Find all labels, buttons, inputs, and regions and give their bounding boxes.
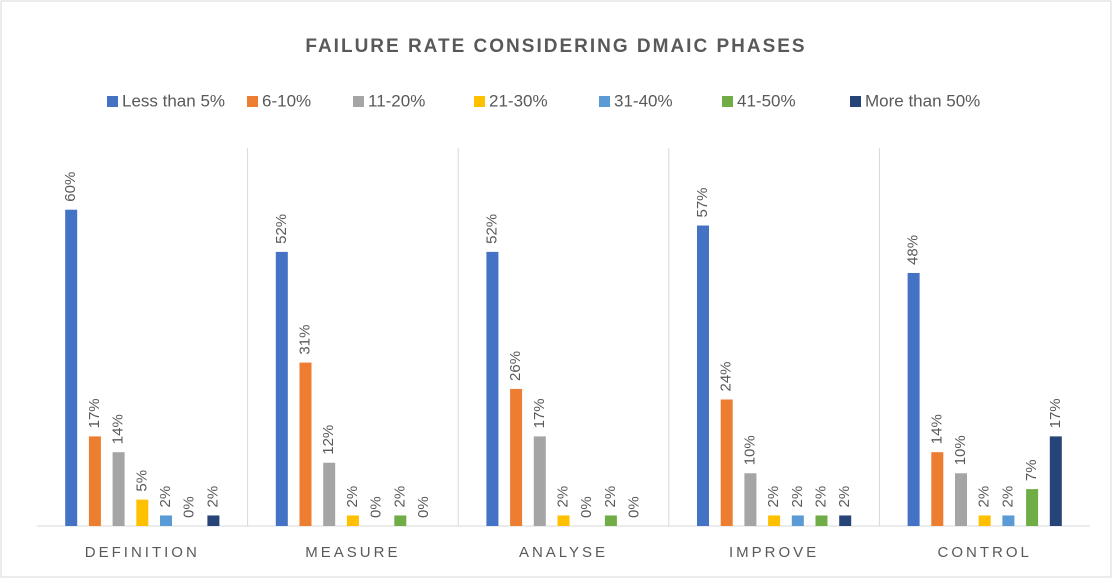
data-label: 2% [765,486,782,508]
bar [533,436,546,526]
bar [486,251,499,526]
data-label: 0% [626,496,643,518]
legend-swatch [353,96,364,107]
legend-label: 11-20% [368,91,425,110]
data-label: 14% [110,414,127,444]
data-label: 2% [602,486,619,508]
bar [604,515,617,526]
data-label: 5% [133,470,150,492]
legend-label: 31-40% [614,91,673,110]
legend-swatch [850,96,861,107]
chart-title: FAILURE RATE CONSIDERING DMAIC PHASES [305,36,806,57]
bar [720,399,733,526]
bar [65,209,78,526]
data-label: 24% [718,361,735,391]
legend-label: 41-50% [737,91,796,110]
bar [839,515,852,526]
data-label: 0% [578,496,595,518]
data-label: 10% [741,435,758,465]
x-tick-label: MEASURE [305,544,400,561]
bar [557,515,570,526]
data-label: 31% [296,325,313,355]
bar [394,515,407,526]
bar [931,452,944,526]
legend-swatch [599,96,610,107]
data-label: 0% [181,496,198,518]
bar [207,515,220,526]
bar [275,251,288,526]
bar [791,515,804,526]
data-label: 0% [368,496,385,518]
bar [1049,436,1062,526]
bar [323,462,336,526]
bar [346,515,359,526]
bar [978,515,991,526]
bar [510,388,523,526]
legend-label: 6-10% [262,91,311,110]
data-label: 52% [483,214,500,244]
data-label: 2% [789,486,806,508]
bar [815,515,828,526]
legend-swatch [722,96,733,107]
bar [907,272,920,526]
data-label: 17% [86,398,103,428]
data-label: 14% [928,414,945,444]
bar [136,499,149,526]
x-tick-label: CONTROL [938,544,1032,561]
data-label: 57% [694,187,711,217]
data-label: 17% [1047,398,1064,428]
x-tick-label: ANALYSE [519,544,608,561]
bar [768,515,781,526]
data-label: 17% [531,398,548,428]
data-label: 12% [320,425,337,455]
bar [1026,489,1039,526]
bar [112,452,125,526]
bar [1002,515,1015,526]
x-tick-label: DEFINITION [85,544,200,561]
x-tick-label: IMPROVE [729,544,819,561]
legend-label: More than 50% [865,91,980,110]
data-label: 2% [204,486,221,508]
bar [744,473,757,526]
legend-label: Less than 5% [122,91,225,110]
legend-label: 21-30% [489,91,548,110]
data-label: 2% [554,486,571,508]
data-label: 2% [344,486,361,508]
data-label: 0% [415,496,432,518]
data-label: 2% [999,486,1016,508]
legend-swatch [474,96,485,107]
data-label: 2% [812,486,829,508]
bar [88,436,101,526]
legend-swatch [247,96,258,107]
data-label: 7% [1023,459,1040,481]
bar [160,515,172,526]
data-label: 2% [976,486,993,508]
bar [697,225,709,526]
bar [299,362,312,526]
data-label: 2% [836,486,853,508]
legend-swatch [107,96,118,107]
data-label: 26% [507,351,524,381]
data-label: 60% [62,172,79,202]
data-label: 52% [273,214,290,244]
data-label: 2% [391,486,408,508]
data-label: 10% [952,435,969,465]
data-label: 2% [157,486,174,508]
bar [955,473,967,526]
data-label: 48% [905,235,922,265]
